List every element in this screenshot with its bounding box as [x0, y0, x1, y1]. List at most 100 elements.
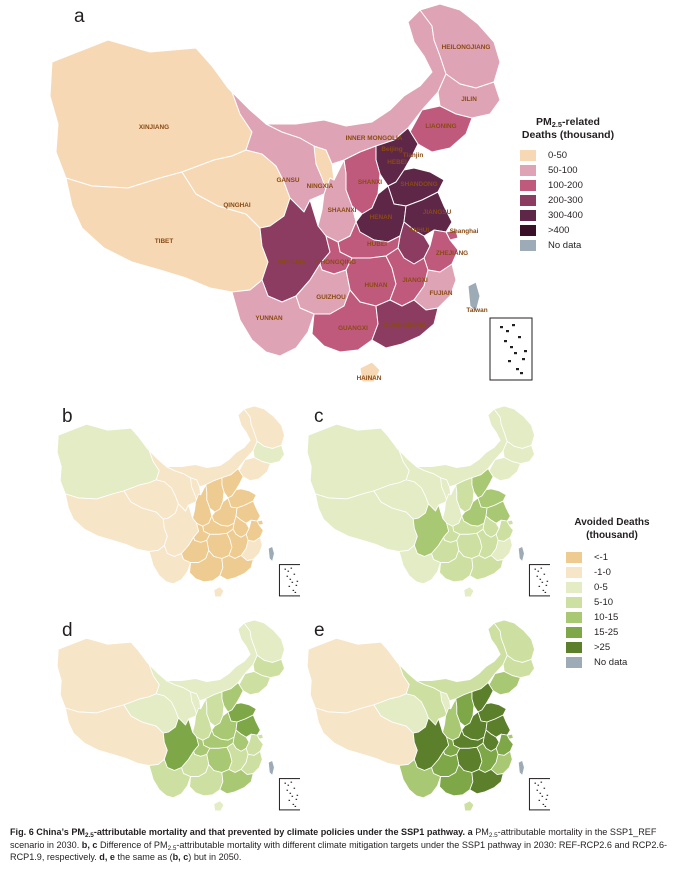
province-hainan	[463, 800, 475, 812]
avoided-legend-item-15-25: 15-25	[566, 625, 672, 640]
south-china-sea-island	[292, 803, 295, 805]
avoided-legend-item-0-5: 0-5	[566, 580, 672, 595]
province-label-taiwan: Taiwan	[466, 307, 487, 314]
south-china-sea-inset	[278, 778, 300, 811]
province-label-guizhou: GUIZHOU	[316, 294, 346, 301]
panel-a-legend-swatch	[520, 180, 536, 191]
panel-a-legend-item-100-200: 100-200	[520, 178, 628, 193]
avoided-legend-item-10-15: 10-15	[566, 610, 672, 625]
avoided-legend-swatch	[566, 567, 582, 578]
south-china-sea-island	[540, 781, 543, 783]
province-label-xinjiang: XINJIANG	[139, 124, 169, 131]
province-hainan	[213, 800, 225, 812]
province-label-shandong: SHANDONG	[400, 181, 437, 188]
avoided-legend-label: 10-15	[594, 612, 619, 623]
south-china-sea-island	[545, 584, 548, 586]
province-label-hubei: HUBEI	[367, 241, 387, 248]
province-label-heilongjiang: HEILONGJIANG	[442, 44, 491, 51]
panel-a-legend-label: 300-400	[548, 210, 583, 221]
province-label-sichuan: SICHUAN	[277, 259, 306, 266]
province-label-shanghai: Shanghai	[450, 228, 479, 235]
south-china-sea-island	[292, 589, 295, 591]
avoided-legend-swatch	[566, 642, 582, 653]
panel-e-map	[306, 619, 550, 812]
south-china-sea-island	[546, 580, 549, 582]
province-guangdong	[219, 769, 254, 795]
south-china-sea-island	[294, 805, 297, 807]
province-jilin	[252, 654, 285, 678]
south-china-sea-island	[508, 360, 511, 363]
province-label-hebei: HEBEI	[387, 159, 407, 166]
panel-a-legend-swatch	[520, 225, 536, 236]
south-china-sea-island	[516, 368, 519, 371]
south-china-sea-island	[542, 803, 545, 805]
south-china-sea-island	[295, 798, 298, 800]
south-china-sea-inset	[489, 317, 533, 381]
south-china-sea-island	[537, 784, 540, 786]
south-china-sea-island	[287, 570, 290, 572]
south-china-sea-island	[534, 568, 537, 570]
province-label-hunan: HUNAN	[364, 282, 387, 289]
panel-c-letter: c	[314, 406, 324, 427]
south-china-sea-island	[504, 340, 507, 343]
province-label-anhui: ANHUI	[409, 227, 429, 234]
south-china-sea-island	[518, 336, 521, 339]
province-label-zhejiang: ZHEJIANG	[436, 250, 468, 257]
province-yunnan	[398, 544, 441, 585]
province-label-inner-mongolia: INNER MONGOLIA	[346, 135, 403, 142]
south-china-sea-island	[288, 585, 291, 587]
south-china-sea-island	[506, 330, 509, 333]
south-china-sea-island	[541, 795, 544, 797]
province-label-yunnan: YUNNAN	[255, 315, 283, 322]
panel-a-legend-item-300-400: 300-400	[520, 208, 628, 223]
province-label-tibet: TIBET	[155, 238, 174, 245]
province-yunnan	[148, 758, 191, 799]
province-label-guangdong: GUANGDONG	[384, 322, 427, 329]
province-jilin	[502, 654, 535, 678]
province-label-shanxi: SHANXI	[358, 179, 382, 186]
province-guangdong	[469, 555, 504, 581]
panel-a-legend: PM2.5-related Deaths (thousand) 0-50 50-1…	[508, 116, 628, 253]
south-china-sea-island	[294, 591, 297, 593]
panel-d-letter: d	[62, 620, 73, 641]
south-china-sea-island	[539, 578, 542, 580]
avoided-legend-item-no-data: No data	[566, 655, 672, 670]
panel-a-legend-label: 0-50	[548, 150, 568, 161]
panel-a-legend-swatch	[520, 240, 536, 251]
panel-a-legend-item-no-data: No data	[520, 238, 628, 253]
panel-d-map	[56, 619, 300, 812]
panel-a-legend-label: 200-300	[548, 195, 583, 206]
south-china-sea-island	[288, 799, 291, 801]
avoided-legend-item-gt-25: >25	[566, 640, 672, 655]
panel-a-letter: a	[74, 6, 85, 27]
province-guangdong	[469, 769, 504, 795]
province-yunnan	[148, 544, 191, 585]
province-taiwan	[267, 760, 275, 776]
panel-b-map	[56, 405, 300, 598]
avoided-legend-title: Avoided Deaths (thousand)	[574, 517, 650, 541]
south-china-sea-island	[541, 581, 544, 583]
south-china-sea-island	[286, 789, 289, 791]
province-label-hainan: HAINAN	[357, 375, 382, 382]
province-label-gansu: GANSU	[276, 177, 299, 184]
panel-a-map: XINJIANG TIBET QINGHAI GANSU NINGXIA INNER MO…	[49, 3, 533, 383]
province-taiwan	[267, 546, 275, 562]
panel-a-legend-swatch	[520, 165, 536, 176]
panel-a-legend-label: 50-100	[548, 165, 578, 176]
panel-a-legend-swatch	[520, 195, 536, 206]
province-yunnan	[231, 279, 315, 357]
province-yunnan	[398, 758, 441, 799]
province-label-henan: HENAN	[370, 214, 393, 221]
province-hainan	[359, 361, 381, 383]
province-jilin	[437, 73, 501, 119]
province-label-jiangxi: JIANGXI	[402, 277, 428, 284]
province-guangdong	[219, 555, 254, 581]
avoided-legend-label: <-1	[594, 552, 608, 563]
province-taiwan	[517, 546, 525, 562]
south-china-sea-island	[546, 794, 549, 796]
south-china-sea-island	[536, 789, 539, 791]
south-china-sea-island	[537, 570, 540, 572]
avoided-legend-swatch	[566, 552, 582, 563]
panel-a-legend-item-gt-400: >400	[520, 223, 628, 238]
south-china-sea-island	[544, 805, 547, 807]
